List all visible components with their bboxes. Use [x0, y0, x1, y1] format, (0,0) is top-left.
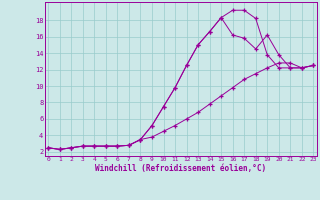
X-axis label: Windchill (Refroidissement éolien,°C): Windchill (Refroidissement éolien,°C) [95, 164, 266, 173]
